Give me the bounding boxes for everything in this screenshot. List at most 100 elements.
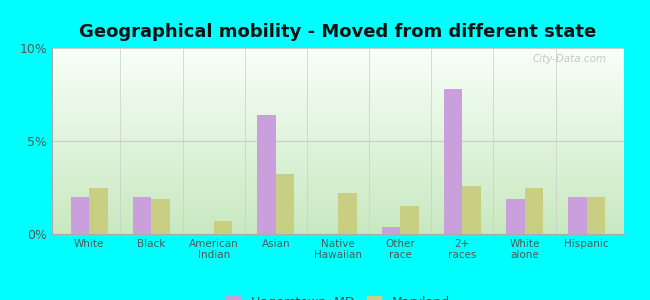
Bar (52, 53, 624, 54)
Bar (52, 95, 624, 96)
Bar (52, 71, 624, 72)
Bar (52, 85, 624, 86)
Bar (52, 184, 624, 185)
Bar (52, 171, 624, 172)
Bar (52, 119, 624, 120)
Bar (52, 205, 624, 206)
Bar (52, 148, 624, 149)
Bar (52, 180, 624, 181)
Bar (52, 94, 624, 95)
Bar (52, 178, 624, 179)
Bar (52, 61, 624, 62)
Bar (52, 51, 624, 52)
Bar (52, 73, 624, 74)
Bar (52, 80, 624, 82)
Bar (52, 87, 624, 88)
Bar (52, 104, 624, 105)
Bar (52, 78, 624, 79)
Bar (52, 187, 624, 188)
Bar (52, 156, 624, 157)
Bar (52, 176, 624, 177)
Bar (52, 228, 624, 229)
Bar (52, 233, 624, 234)
Bar (52, 202, 624, 203)
Bar (52, 122, 624, 123)
Bar (52, 221, 624, 222)
Bar (52, 135, 624, 136)
Bar (52, 219, 624, 220)
Bar (52, 202, 624, 203)
Bar (52, 117, 624, 118)
Bar (52, 142, 624, 143)
Bar (52, 182, 624, 183)
Bar (52, 222, 624, 223)
Bar (52, 92, 624, 93)
Bar (52, 101, 624, 102)
Bar (52, 226, 624, 227)
Bar (52, 223, 624, 224)
Bar (52, 99, 624, 100)
Bar (52, 100, 624, 101)
Bar (52, 59, 624, 60)
Bar (52, 215, 624, 216)
Bar (52, 106, 624, 107)
Bar (52, 54, 624, 55)
Bar (52, 206, 624, 207)
Bar (52, 147, 624, 148)
Bar (52, 227, 624, 228)
Bar (52, 165, 624, 166)
Bar (52, 167, 624, 168)
Bar (52, 188, 624, 189)
Bar (52, 114, 624, 115)
Bar (214, 221, 232, 234)
Bar (52, 218, 624, 219)
Bar (52, 90, 624, 91)
Title: Geographical mobility - Moved from different state: Geographical mobility - Moved from diffe… (79, 23, 597, 41)
Bar (52, 132, 624, 133)
Bar (52, 192, 624, 193)
Bar (52, 68, 624, 69)
Bar (52, 214, 624, 215)
Bar (52, 189, 624, 190)
Bar (52, 134, 624, 135)
Bar (52, 120, 624, 121)
Bar (52, 168, 624, 169)
Bar (52, 124, 624, 125)
Bar (444, 89, 462, 234)
Bar (52, 153, 624, 154)
Bar (52, 143, 624, 144)
Bar (52, 160, 624, 161)
Bar (52, 158, 624, 159)
Bar (52, 67, 624, 68)
Bar (52, 146, 624, 147)
Bar (52, 195, 624, 196)
Bar (52, 225, 624, 226)
Bar (52, 57, 624, 58)
Bar (52, 217, 624, 218)
Bar (52, 185, 624, 186)
Bar (52, 102, 624, 103)
Bar (52, 193, 624, 194)
Bar (52, 196, 624, 197)
Bar (52, 105, 624, 106)
Bar (52, 74, 624, 75)
Bar (52, 98, 624, 99)
Bar (400, 206, 419, 234)
Bar (52, 137, 624, 138)
Bar (52, 155, 624, 156)
Bar (52, 212, 624, 213)
Bar (52, 157, 624, 158)
Bar (52, 108, 624, 110)
Bar (52, 121, 624, 122)
Bar (52, 198, 624, 199)
Bar (587, 197, 605, 234)
Bar (52, 177, 624, 178)
Bar (52, 152, 624, 153)
Bar (52, 88, 624, 89)
Bar (52, 113, 624, 114)
Bar (52, 83, 624, 84)
Bar (52, 141, 624, 142)
Bar (52, 49, 624, 50)
Bar (52, 64, 624, 65)
Bar (52, 128, 624, 129)
